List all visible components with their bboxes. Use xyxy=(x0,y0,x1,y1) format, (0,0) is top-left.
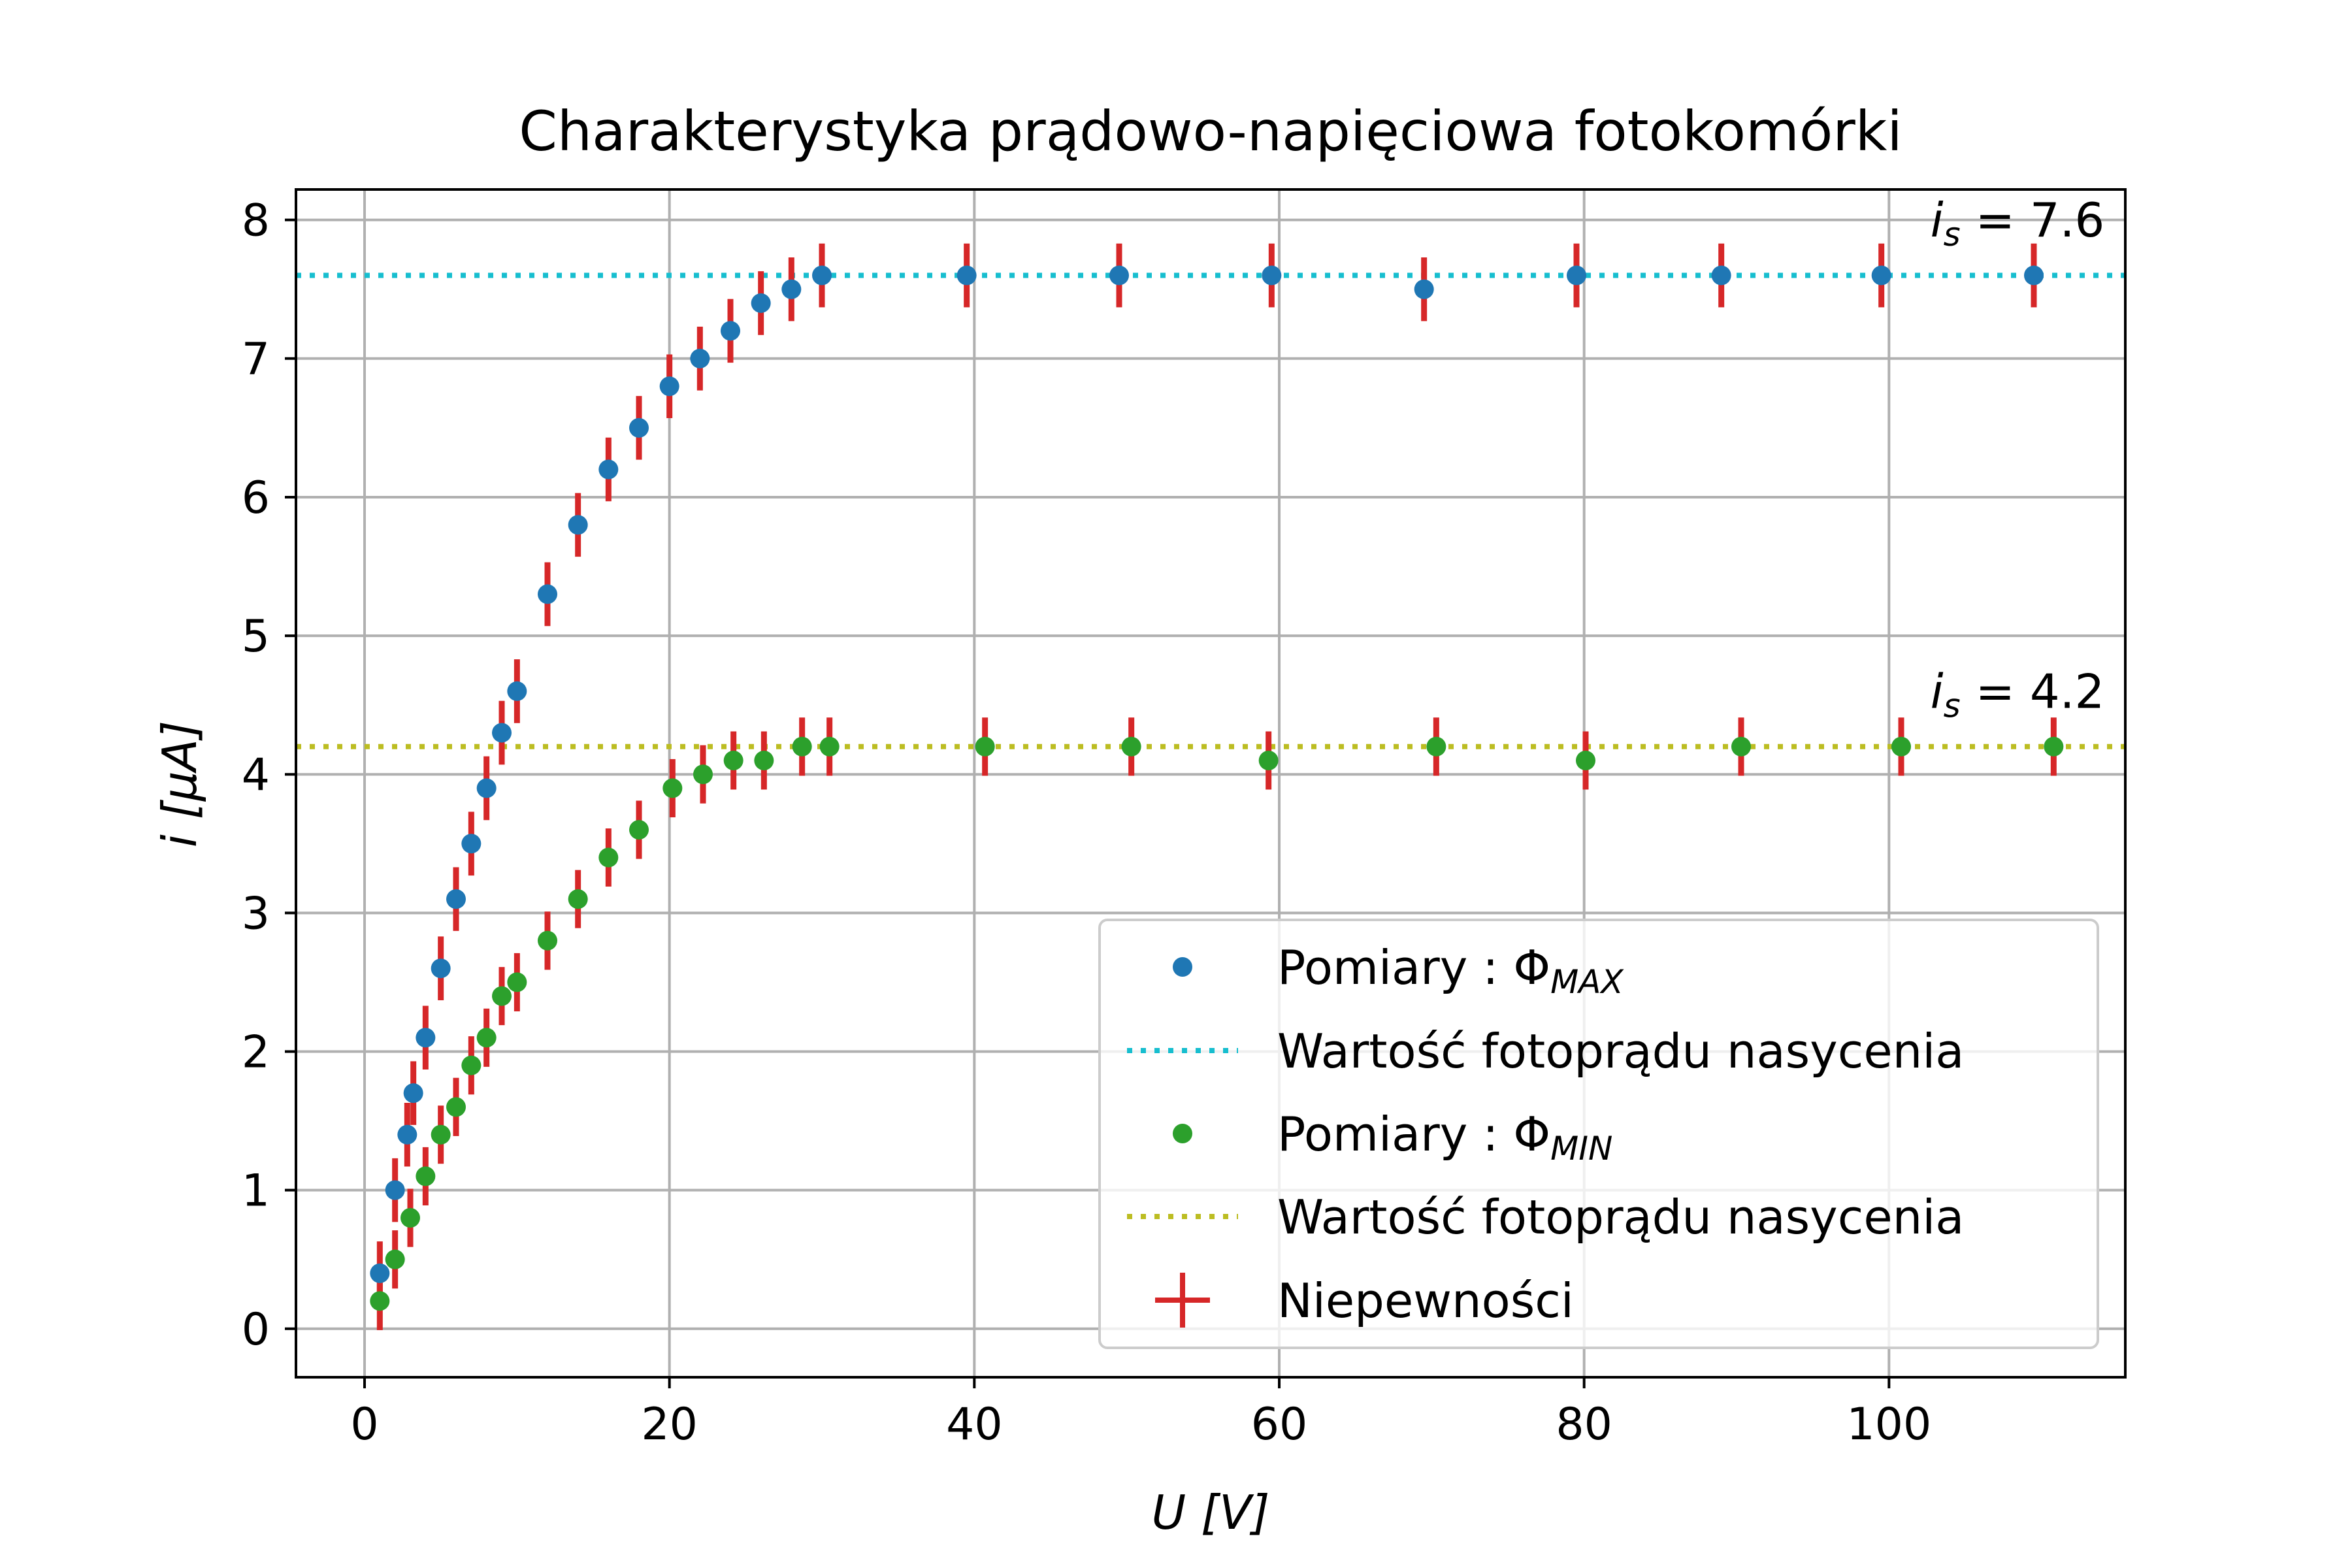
data-point xyxy=(492,723,512,743)
data-point xyxy=(446,889,466,909)
data-point xyxy=(975,736,995,757)
data-point xyxy=(781,279,802,299)
data-point xyxy=(1731,736,1751,757)
data-point xyxy=(812,265,832,286)
data-point xyxy=(431,1124,451,1145)
y-tick-label: 2 xyxy=(242,1026,270,1078)
data-point xyxy=(1258,750,1279,770)
data-point xyxy=(416,1028,436,1048)
data-point xyxy=(1121,736,1141,757)
data-point xyxy=(1711,265,1731,286)
legend-marker-0 xyxy=(1173,957,1192,977)
data-point xyxy=(1426,736,1446,757)
data-point xyxy=(461,1055,482,1075)
y-tick-label: 6 xyxy=(242,472,270,524)
data-point xyxy=(723,750,743,770)
saturation-annotation: is = 4.2 xyxy=(1931,664,2105,725)
data-point xyxy=(403,1083,423,1103)
data-point xyxy=(598,847,619,868)
y-axis-label: i [μA] xyxy=(152,721,207,847)
x-tick-label: 60 xyxy=(1251,1399,1308,1450)
data-point xyxy=(751,293,771,313)
legend-box xyxy=(1098,919,2099,1349)
data-point xyxy=(507,972,527,992)
data-point xyxy=(1414,279,1434,299)
y-tick-label: 7 xyxy=(242,334,270,385)
data-point xyxy=(370,1291,390,1311)
saturation-annotation: is = 7.6 xyxy=(1931,193,2105,253)
legend-marker-2 xyxy=(1173,1124,1192,1143)
y-tick-label: 8 xyxy=(242,195,270,247)
legend-label-1: Wartość fotoprądu nasycenia xyxy=(1277,1024,1964,1079)
legend-label-0: Pomiary : ΦMAX xyxy=(1277,940,1624,1001)
data-point xyxy=(1567,265,1586,286)
data-point xyxy=(1871,265,1891,286)
data-point xyxy=(662,778,683,798)
plot-frame xyxy=(295,188,2127,1379)
y-tick-label: 0 xyxy=(242,1304,270,1356)
data-point xyxy=(690,348,710,368)
data-point xyxy=(397,1124,417,1145)
data-point xyxy=(538,584,557,604)
data-point xyxy=(629,417,649,438)
saturation-lines xyxy=(296,272,2125,749)
data-point xyxy=(507,681,527,701)
x-axis-label: U [V] xyxy=(1151,1485,1269,1540)
data-point xyxy=(2044,736,2064,757)
data-point xyxy=(598,459,619,480)
data-point xyxy=(461,834,482,854)
data-points xyxy=(370,265,2064,1311)
legend: Pomiary : ΦMAX Wartość fotoprądu nasyceni… xyxy=(1098,919,2099,1349)
data-point xyxy=(754,750,774,770)
data-point xyxy=(400,1208,420,1228)
data-point xyxy=(1109,265,1129,286)
data-point xyxy=(2024,265,2044,286)
y-axis-label-wrap: i [μA] xyxy=(152,721,207,847)
data-point xyxy=(819,736,840,757)
x-tick-label: 100 xyxy=(1846,1399,1931,1450)
data-point xyxy=(1576,750,1595,770)
data-point xyxy=(693,764,713,785)
data-point xyxy=(629,820,649,840)
data-point xyxy=(721,321,740,341)
data-point xyxy=(956,265,977,286)
data-point xyxy=(568,889,588,909)
data-point xyxy=(385,1249,405,1269)
annotations: is = 7.6 is = 4.2 xyxy=(1931,193,2105,725)
y-tick-label: 3 xyxy=(242,888,270,939)
data-point xyxy=(1891,736,1911,757)
y-tick-label: 4 xyxy=(242,749,270,801)
data-point xyxy=(431,958,451,979)
data-point xyxy=(370,1263,390,1283)
legend-label-3: Wartość fotoprądu nasycenia xyxy=(1277,1190,1964,1245)
axis-ticks: 0 20 40 60 80 100 0 1 2 3 4 5 6 7 8 xyxy=(242,195,1931,1450)
data-point xyxy=(446,1097,466,1117)
data-point xyxy=(538,930,557,951)
x-tick-label: 40 xyxy=(946,1399,1003,1450)
data-point xyxy=(416,1166,436,1186)
y-tick-label: 5 xyxy=(242,611,270,662)
data-point xyxy=(659,376,679,397)
data-point xyxy=(476,1028,497,1048)
chart-title: Charakterystyka prądowo-napięciowa fotok… xyxy=(519,99,1903,163)
x-tick-label: 80 xyxy=(1556,1399,1612,1450)
legend-label-2: Pomiary : ΦMIN xyxy=(1277,1107,1612,1168)
data-point xyxy=(385,1180,405,1200)
data-point xyxy=(1262,265,1282,286)
data-point xyxy=(792,736,812,757)
data-point xyxy=(492,986,512,1006)
data-point xyxy=(568,515,588,535)
x-tick-label: 0 xyxy=(350,1399,378,1450)
data-point xyxy=(476,778,497,798)
legend-label-4: Niepewności xyxy=(1277,1273,1574,1328)
x-tick-label: 20 xyxy=(641,1399,698,1450)
y-tick-label: 1 xyxy=(242,1166,270,1217)
